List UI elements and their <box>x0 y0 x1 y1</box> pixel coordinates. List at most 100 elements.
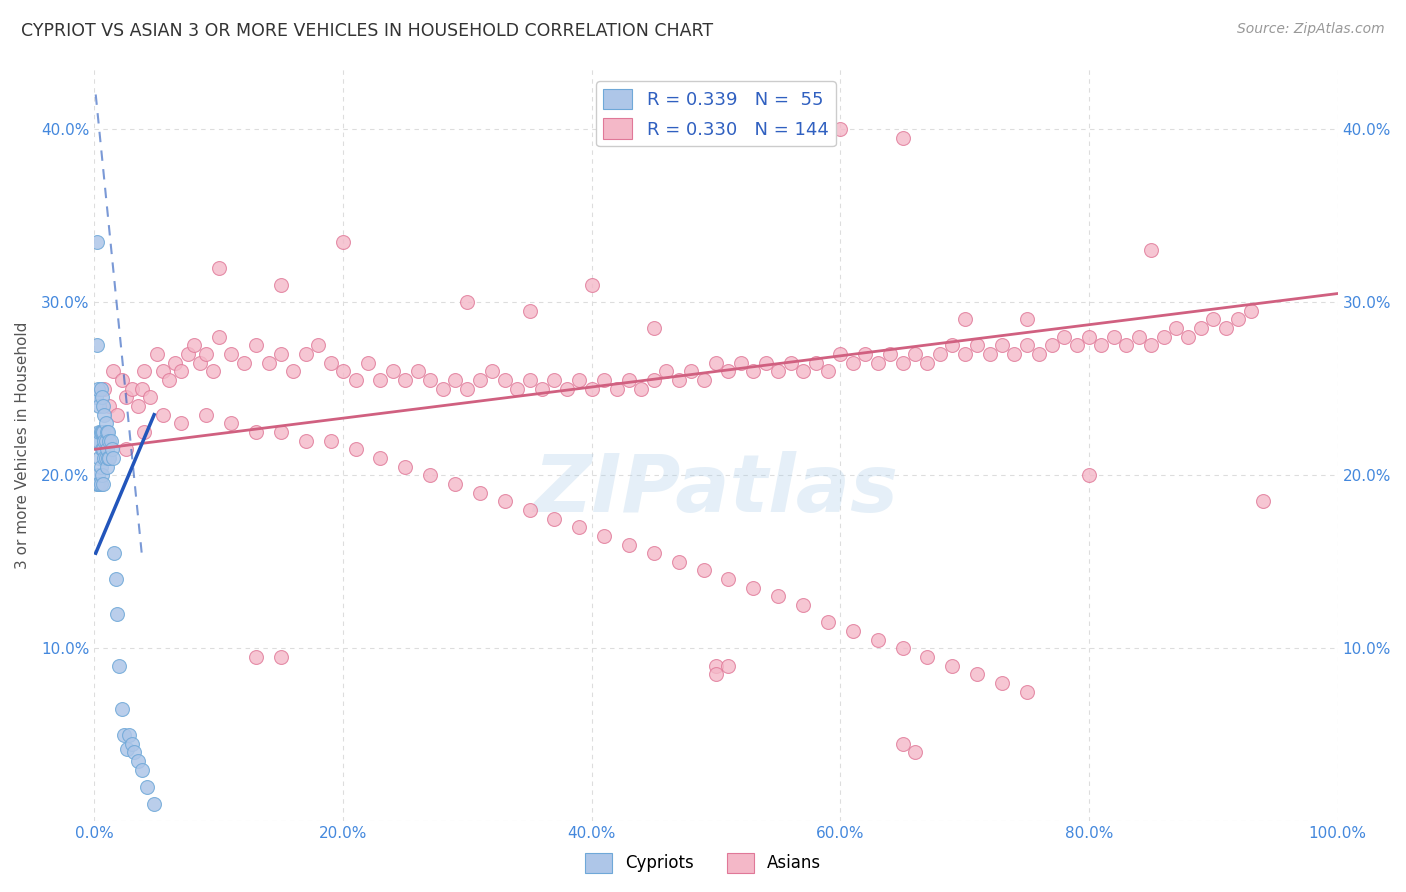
Point <box>1090 338 1112 352</box>
Point <box>91 442 114 457</box>
Point <box>111 702 134 716</box>
Point <box>1202 312 1225 326</box>
Point <box>891 641 914 656</box>
Point <box>89 425 111 439</box>
Point <box>953 347 976 361</box>
Point <box>90 382 112 396</box>
Point <box>704 356 727 370</box>
Point <box>94 434 117 448</box>
Point <box>381 364 404 378</box>
Point <box>86 338 108 352</box>
Point <box>1164 321 1187 335</box>
Point <box>1140 244 1163 258</box>
Point <box>134 425 156 439</box>
Point <box>1015 684 1038 698</box>
Point <box>704 658 727 673</box>
Point <box>270 277 292 292</box>
Point <box>257 356 280 370</box>
Point <box>97 425 120 439</box>
Point <box>105 607 128 621</box>
Point <box>170 417 193 431</box>
Point <box>904 745 927 759</box>
Point <box>891 130 914 145</box>
Point <box>593 529 616 543</box>
Point <box>966 667 988 681</box>
Point <box>668 555 690 569</box>
Point <box>245 425 267 439</box>
Point <box>394 459 416 474</box>
Point <box>842 624 865 638</box>
Point <box>568 373 591 387</box>
Point <box>792 598 814 612</box>
Point <box>101 442 124 457</box>
Point <box>127 754 149 768</box>
Legend: Cypriots, Asians: Cypriots, Asians <box>578 847 828 880</box>
Point <box>295 434 318 448</box>
Point <box>581 382 603 396</box>
Point <box>118 728 141 742</box>
Point <box>519 373 541 387</box>
Point <box>643 321 665 335</box>
Point <box>481 364 503 378</box>
Point <box>891 356 914 370</box>
Point <box>432 382 454 396</box>
Point <box>270 650 292 665</box>
Point <box>879 347 901 361</box>
Point <box>245 650 267 665</box>
Point <box>941 658 963 673</box>
Point <box>100 434 122 448</box>
Point <box>270 425 292 439</box>
Point <box>165 356 187 370</box>
Point <box>1189 321 1212 335</box>
Point <box>1227 312 1250 326</box>
Point <box>1078 468 1101 483</box>
Point <box>606 382 628 396</box>
Point <box>928 347 950 361</box>
Point <box>468 373 491 387</box>
Point <box>1053 330 1076 344</box>
Point <box>655 364 678 378</box>
Point <box>519 503 541 517</box>
Point <box>953 312 976 326</box>
Point <box>468 485 491 500</box>
Point <box>91 399 114 413</box>
Point <box>295 347 318 361</box>
Point <box>991 338 1014 352</box>
Point <box>319 356 342 370</box>
Point <box>208 330 231 344</box>
Point <box>494 373 516 387</box>
Point <box>406 364 429 378</box>
Point <box>357 356 380 370</box>
Point <box>804 356 827 370</box>
Point <box>96 425 118 439</box>
Point <box>96 442 118 457</box>
Point <box>792 364 814 378</box>
Point <box>86 235 108 249</box>
Point <box>344 373 367 387</box>
Point <box>108 658 131 673</box>
Point <box>201 364 224 378</box>
Point <box>90 425 112 439</box>
Point <box>139 391 162 405</box>
Point <box>332 235 354 249</box>
Point <box>101 364 124 378</box>
Point <box>86 477 108 491</box>
Point <box>853 347 876 361</box>
Point <box>101 450 124 465</box>
Point <box>103 546 125 560</box>
Point <box>1128 330 1150 344</box>
Point <box>115 741 138 756</box>
Point <box>966 338 988 352</box>
Point <box>152 408 174 422</box>
Point <box>617 373 640 387</box>
Point <box>245 338 267 352</box>
Point <box>157 373 180 387</box>
Point <box>456 382 478 396</box>
Point <box>692 373 714 387</box>
Point <box>97 450 120 465</box>
Point <box>742 364 765 378</box>
Point <box>692 564 714 578</box>
Point <box>1215 321 1237 335</box>
Point <box>87 468 110 483</box>
Point <box>307 338 329 352</box>
